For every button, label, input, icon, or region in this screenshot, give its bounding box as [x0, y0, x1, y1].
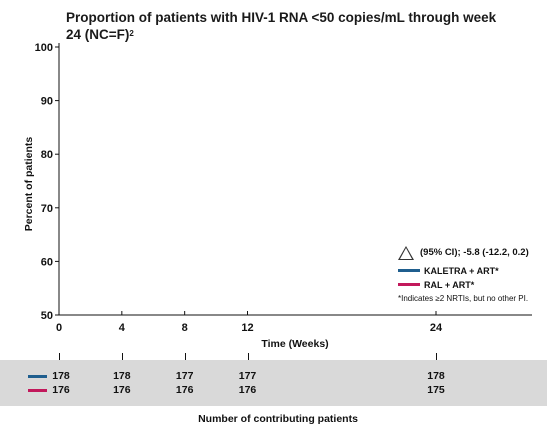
y-tick-label: 80 — [41, 149, 53, 161]
band-tick — [59, 353, 60, 360]
band-tick — [122, 353, 123, 360]
chart-title-superscript: 2 — [129, 29, 134, 38]
y-tick-label: 60 — [41, 256, 53, 268]
contributing-count: 177 — [238, 370, 257, 382]
contributing-count: 176 — [238, 384, 257, 396]
y-axis-ticks: 50 60 70 80 90 100 — [35, 42, 59, 322]
contributing-patients-caption: Number of contributing patients — [198, 413, 358, 425]
legend-swatch-ral — [398, 283, 420, 286]
legend: (95% CI); -5.8 (-12.2, 0.2) KALETRA + AR… — [398, 244, 543, 303]
contributing-count: 178 — [427, 370, 445, 382]
x-tick-label: 8 — [182, 322, 188, 334]
contributing-count: 176 — [52, 384, 70, 396]
legend-item-kaletra: KALETRA + ART* — [398, 264, 543, 277]
chart-axes — [58, 43, 532, 316]
x-tick-label: 0 — [56, 322, 62, 334]
x-tick-label: 4 — [119, 322, 126, 334]
triangle-icon — [398, 245, 414, 260]
y-tick-label: 90 — [41, 96, 53, 108]
ci-annotation: (95% CI); -5.8 (-12.2, 0.2) — [420, 247, 529, 258]
legend-ci-row: (95% CI); -5.8 (-12.2, 0.2) — [398, 244, 543, 261]
x-tick-label: 24 — [430, 322, 443, 334]
y-tick-label: 100 — [35, 42, 53, 54]
contributing-count: 178 — [52, 370, 70, 382]
footnote: *Indicates ≥2 NRTIs, but no other PI. — [398, 294, 529, 303]
contributing-count: 178 — [113, 370, 131, 382]
contributing-count: 175 — [427, 384, 445, 396]
contributing-count: 177 — [175, 370, 194, 382]
contributing-count: 176 — [175, 384, 194, 396]
legend-swatch-kaletra — [398, 269, 420, 272]
y-axis-label: Percent of patients — [23, 136, 35, 232]
y-tick-label: 70 — [41, 203, 53, 215]
chart-title-text: Proportion of patients with HIV-1 RNA <5… — [66, 10, 497, 42]
band-tick — [248, 353, 249, 360]
band-tick — [185, 353, 186, 360]
x-axis-ticks: 0 4 8 12 24 — [56, 311, 443, 334]
contributing-patients-band: 178 178 177 177 178 176 176 176 176 175 — [0, 360, 547, 406]
band-swatch — [28, 375, 47, 378]
y-tick-label: 50 — [41, 310, 53, 322]
legend-label-kaletra: KALETRA + ART* — [424, 265, 499, 276]
legend-label-ral: RAL + ART* — [424, 279, 475, 290]
legend-item-ral: RAL + ART* — [398, 278, 543, 291]
contributing-count: 176 — [113, 384, 131, 396]
band-tick — [436, 353, 437, 360]
chart-title: Proportion of patients with HIV-1 RNA <5… — [66, 9, 506, 43]
band-swatch — [28, 389, 47, 392]
x-tick-label: 12 — [241, 322, 253, 334]
x-axis-label: Time (Weeks) — [261, 338, 329, 350]
